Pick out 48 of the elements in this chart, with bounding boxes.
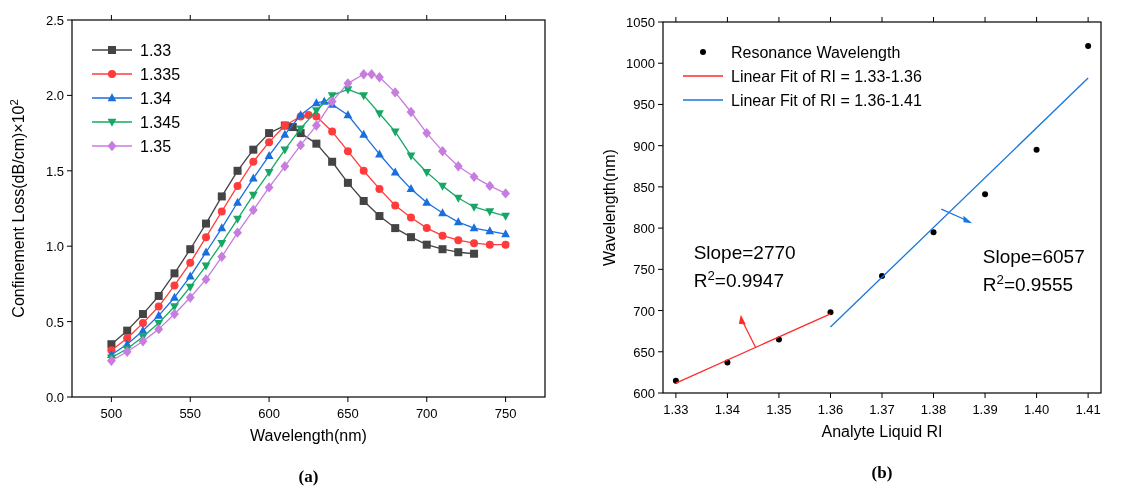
x-tick-label: 1.36 <box>817 402 844 417</box>
x-tick-label: 1.35 <box>766 402 792 417</box>
text: (a) <box>298 467 319 486</box>
y-tick-label: 700 <box>633 303 655 319</box>
y-tick-label: 1.0 <box>45 239 64 255</box>
y-tick-label: 900 <box>633 138 655 154</box>
annotation: R$^{2}$=0.9555 <box>982 271 1074 296</box>
legend-label: 1.33 <box>140 42 172 59</box>
y-tick-label: 650 <box>633 344 655 360</box>
y-axis-title: Wavelength(nm) <box>601 149 618 266</box>
x-tick-label: 1.39 <box>972 402 998 417</box>
annotation: R$^{2}$=0.9947 <box>693 267 785 292</box>
y-tick-label: 1000 <box>626 56 655 72</box>
y-tick-label: 850 <box>633 179 655 195</box>
legend-label: Linear Fit of RI = 1.33-1.36 <box>731 68 922 85</box>
y-tick-label: 0.0 <box>45 390 64 405</box>
x-tick-label: 1.33 <box>663 402 689 417</box>
y-tick-label: 0.5 <box>45 314 64 330</box>
y-tick-label: 950 <box>633 97 655 113</box>
x-tick-label: 1.40 <box>1023 402 1050 417</box>
x-tick-label: 500 <box>100 406 123 421</box>
y-tick-label: 2.5 <box>45 13 64 28</box>
legend-label: 1.345 <box>140 114 181 131</box>
y-tick-label: 1.5 <box>45 163 64 179</box>
x-tick-label: 1.37 <box>869 402 895 417</box>
legend-label: Resonance Wavelength <box>731 44 901 61</box>
x-tick-label: 1.41 <box>1075 402 1101 417</box>
x-axis-title: Analyte Liquid RI <box>821 423 943 440</box>
legend-label: 1.34 <box>140 90 172 107</box>
x-tick-label: 650 <box>337 406 359 421</box>
x-tick-label: 1.34 <box>714 402 741 417</box>
legend-label: Linear Fit of RI = 1.36-1.41 <box>731 92 922 109</box>
y-tick-label: 1050 <box>626 15 655 30</box>
x-tick-label: 600 <box>258 406 280 421</box>
y-tick-label: 600 <box>633 386 655 401</box>
y-tick-label: 750 <box>633 262 655 278</box>
y-tick-label: 2.0 <box>45 88 64 104</box>
annotation: Slope=6057 <box>982 246 1085 268</box>
text: (b) <box>871 463 893 482</box>
x-tick-label: 750 <box>494 406 517 421</box>
x-tick-label: 700 <box>415 406 438 421</box>
legend-label: 1.335 <box>140 66 181 83</box>
x-tick-label: 1.38 <box>920 402 947 417</box>
x-axis-title: Wavelength(nm) <box>250 427 367 444</box>
annotation: Slope=2770 <box>693 242 796 264</box>
y-tick-label: 800 <box>633 221 655 237</box>
legend-label: 1.35 <box>140 138 172 155</box>
x-tick-label: 550 <box>179 406 202 421</box>
